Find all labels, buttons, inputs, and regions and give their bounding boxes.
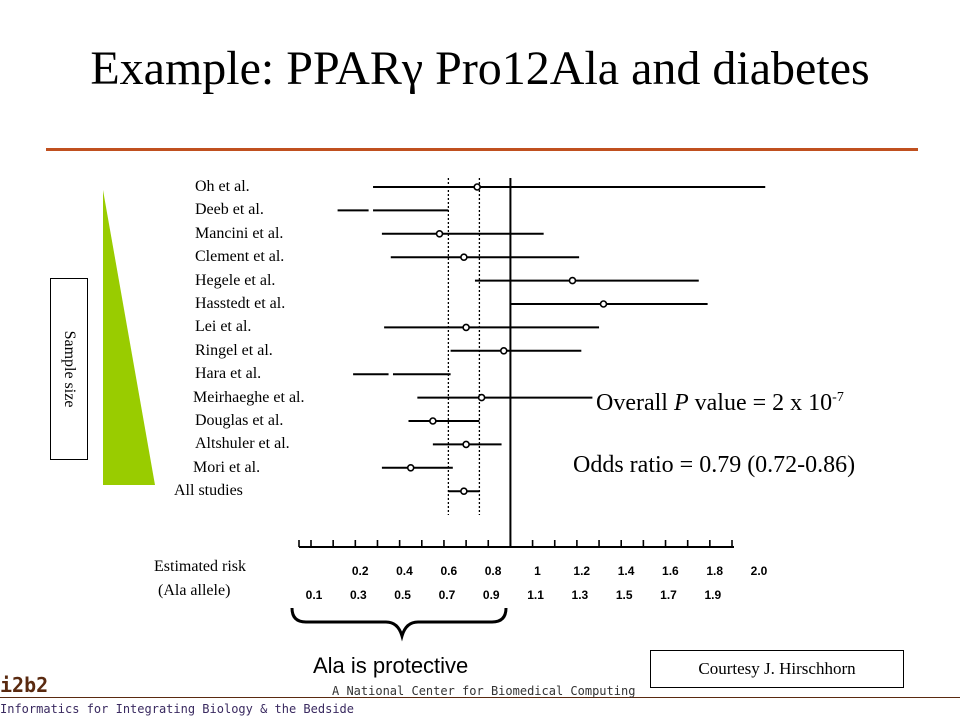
tick-label: 0.4	[396, 564, 413, 578]
tick-label: 1.2	[573, 564, 591, 578]
title-divider	[46, 148, 918, 151]
point-estimate	[460, 487, 468, 496]
sample-size-box	[50, 278, 88, 460]
overall-p-value: Overall P value = 2 x 10-7	[596, 390, 844, 416]
study-label: Mancini et al.	[195, 224, 284, 242]
footer-org-name: Informatics for Integrating Biology & th…	[0, 702, 355, 716]
study-label: Douglas et al.	[195, 412, 284, 429]
slide-title: Example: PPARγ Pro12Ala and diabetes	[90, 42, 870, 95]
tick-label: 0.8	[484, 564, 502, 578]
point-estimate	[462, 440, 470, 449]
study-label: Hegele et al.	[195, 271, 276, 289]
ala-protective-label: Ala is protective	[313, 653, 469, 678]
point-estimate	[599, 300, 608, 308]
point-estimate	[473, 183, 481, 191]
point-estimate	[568, 276, 577, 285]
risk-label-line1: Estimated risk	[154, 558, 246, 575]
point-estimate	[406, 463, 415, 472]
point-estimate	[435, 230, 444, 238]
study-label: Hara et al.	[195, 365, 262, 383]
tick-label: 1.7	[660, 588, 677, 602]
tick-label: 0.3	[349, 588, 367, 602]
odds-ratio: Odds ratio = 0.79 (0.72-0.86)	[573, 452, 856, 478]
footer-divider	[0, 697, 960, 698]
tick-label: 1.8	[706, 564, 724, 578]
tick-label: 1.9	[704, 588, 722, 602]
point-estimate	[462, 323, 470, 332]
study-label: Hasstedt et al.	[195, 295, 286, 312]
risk-label-line2: (Ala allele)	[158, 582, 231, 599]
study-label: Mori et al.	[193, 458, 261, 476]
tick-label: 1	[534, 564, 541, 578]
study-label: Altshuler et al.	[195, 435, 290, 453]
tick-label: 2.0	[750, 564, 768, 578]
tick-label: 1.1	[527, 588, 544, 602]
study-label: Clement et al.	[195, 248, 285, 266]
point-estimate	[477, 393, 486, 402]
study-label: Deeb et al.	[195, 201, 264, 219]
study-label: Ringel et al.	[195, 341, 273, 359]
courtesy-box: Courtesy J. Hirschhorn	[650, 650, 904, 688]
point-estimate	[460, 253, 468, 262]
point-estimate	[499, 346, 508, 355]
point-estimate	[429, 417, 437, 425]
study-label: Meirhaeghe et al.	[193, 388, 305, 406]
i2b2-logo: i2b2	[0, 673, 49, 697]
sample-size-label: Sample size	[61, 330, 78, 408]
tick-label: 1.6	[662, 564, 679, 578]
tick-label: 0.6	[440, 564, 458, 578]
tick-label: 0.1	[305, 588, 323, 602]
tick-label: 1.5	[615, 588, 633, 602]
protective-brace	[290, 607, 508, 642]
footer-center-text: A National Center for Biomedical Computi…	[332, 684, 636, 698]
tick-label: 0.5	[394, 588, 411, 602]
study-label: All studies	[174, 482, 243, 500]
tick-label: 0.7	[438, 588, 456, 602]
sample-size-wedge	[103, 190, 155, 485]
study-label: Oh et al.	[195, 178, 250, 195]
tick-label: 1.4	[617, 564, 635, 578]
tick-label: 1.3	[571, 588, 589, 602]
tick-label: 0.9	[482, 588, 500, 602]
study-label: Lei et al.	[195, 318, 252, 336]
tick-label: 0.2	[351, 564, 369, 578]
